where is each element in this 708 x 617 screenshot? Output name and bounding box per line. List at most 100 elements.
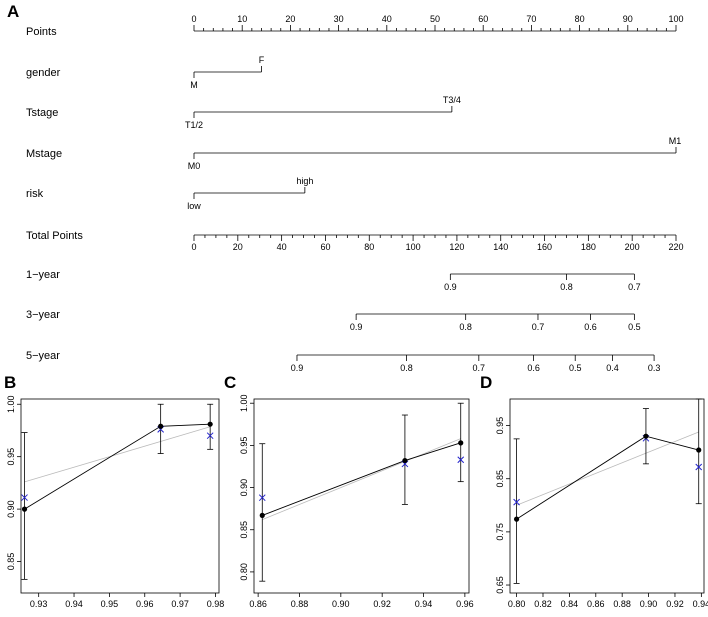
- y-tick-label: 0.75: [495, 523, 505, 541]
- x-tick-label: 0.98: [207, 599, 225, 609]
- tick-label: 20: [285, 14, 295, 24]
- tick-label: 0: [191, 14, 196, 24]
- corrected-point: [695, 463, 703, 471]
- corrected-point: [258, 494, 266, 502]
- probability-label: 0.6: [527, 363, 540, 373]
- row-label-3: Mstage: [26, 148, 62, 160]
- tick-label: 80: [575, 14, 585, 24]
- tick-label: 0: [191, 242, 196, 252]
- calibration-plot-c: 0.86 0.88 0.90 0.92 0.94 0.96 0.80 0.85 0.90 0.95…: [239, 394, 474, 609]
- row-label-5: Total Points: [26, 230, 83, 242]
- tick-label: 200: [625, 242, 640, 252]
- calibration-plot-d: 0.80 0.82 0.84 0.86 0.88 0.90 0.92 0.94 0.65 0.75…: [495, 398, 708, 609]
- observed-point: [207, 421, 213, 427]
- level-label: T1/2: [185, 120, 203, 130]
- tick-label: 30: [334, 14, 344, 24]
- tick-label: 60: [320, 242, 330, 252]
- row-label-1: gender: [26, 67, 61, 79]
- x-tick-label: 0.84: [561, 599, 579, 609]
- probability-label: 0.7: [532, 322, 545, 332]
- y-tick-label: 0.90: [6, 500, 16, 518]
- y-tick-label: 0.95: [239, 437, 249, 455]
- y-tick-label: 0.95: [495, 417, 505, 435]
- probability-label: 0.3: [648, 363, 661, 373]
- x-tick-label: 0.92: [666, 599, 684, 609]
- corrected-cross-stroke: [206, 432, 214, 440]
- panel-letter-c: C: [224, 373, 236, 392]
- x-tick-label: 0.92: [373, 599, 391, 609]
- level-label: F: [259, 55, 265, 65]
- corrected-cross-stroke: [457, 456, 465, 464]
- x-tick-label: 0.86: [587, 599, 605, 609]
- nomogram: Points 0 10 20 30 40 50 60 70 80 90 100 gender M F Tsta…: [26, 14, 684, 373]
- panel-letter-d: D: [480, 373, 492, 392]
- row-label-4: risk: [26, 188, 44, 200]
- y-tick-label: 0.90: [239, 479, 249, 497]
- plot-frame: [20, 398, 220, 594]
- tick-label: 70: [526, 14, 536, 24]
- probability-label: 0.5: [628, 322, 641, 332]
- x-tick-label: 0.97: [171, 599, 189, 609]
- ideal-line: [262, 438, 461, 520]
- probability-label: 0.8: [400, 363, 413, 373]
- observed-point: [259, 512, 265, 519]
- probability-label: 0.7: [473, 363, 486, 373]
- corrected-point: [457, 456, 465, 464]
- probability-label: 0.8: [459, 322, 472, 332]
- tick-label: 50: [430, 14, 440, 24]
- tick-label: 60: [478, 14, 488, 24]
- ideal-line: [516, 431, 699, 506]
- y-tick-label: 0.95: [6, 448, 16, 466]
- tick-label: 180: [581, 242, 596, 252]
- x-tick-label: 0.93: [30, 599, 48, 609]
- x-tick-label: 0.94: [65, 599, 83, 609]
- corrected-point: [21, 494, 28, 501]
- tick-label: 100: [406, 242, 421, 252]
- calibration-plot-b: 0.93 0.94 0.95 0.96 0.97 0.98 0.85 0.90 0.95 1.00: [6, 395, 224, 609]
- observed-point: [458, 440, 464, 446]
- y-tick-label: 0.85: [6, 553, 16, 571]
- row-label-0: Points: [26, 26, 57, 38]
- panel-letter-b: B: [4, 373, 16, 392]
- observed-line: [516, 435, 699, 520]
- probability-label: 0.7: [628, 282, 641, 292]
- level-label: M: [190, 80, 198, 90]
- ideal-line: [24, 426, 211, 483]
- y-tick-label: 0.80: [239, 563, 249, 581]
- corrected-point: [513, 498, 520, 506]
- tick-label: 80: [364, 242, 374, 252]
- tick-label: 140: [493, 242, 508, 252]
- observed-point: [643, 433, 649, 439]
- x-tick-label: 0.86: [249, 599, 267, 609]
- observed-point: [402, 457, 408, 464]
- x-tick-label: 0.80: [508, 599, 526, 609]
- probability-label: 0.5: [569, 363, 582, 373]
- row-label-6: 1−year: [26, 269, 60, 281]
- observed-point: [158, 423, 164, 429]
- x-tick-label: 0.94: [415, 599, 433, 609]
- y-tick-label: 1.00: [239, 394, 249, 412]
- level-label: high: [296, 176, 313, 186]
- observed-point: [21, 506, 28, 512]
- x-tick-label: 0.90: [640, 599, 658, 609]
- x-tick-label: 0.82: [534, 599, 552, 609]
- probability-label: 0.6: [584, 322, 597, 332]
- probability-label: 0.8: [560, 282, 573, 292]
- corrected-cross-stroke: [513, 498, 520, 506]
- corrected-cross-stroke: [258, 494, 266, 502]
- row-label-7: 3−year: [26, 309, 60, 321]
- tick-label: 40: [277, 242, 287, 252]
- tick-label: 20: [233, 242, 243, 252]
- tick-label: 220: [668, 242, 683, 252]
- x-tick-label: 0.90: [332, 599, 350, 609]
- corrected-point: [206, 432, 214, 440]
- x-tick-label: 0.88: [613, 599, 631, 609]
- y-tick-label: 0.85: [495, 470, 505, 488]
- y-tick-label: 1.00: [6, 395, 16, 413]
- x-tick-label: 0.94: [693, 599, 708, 609]
- observed-point: [696, 447, 702, 453]
- corrected-cross-stroke: [21, 494, 28, 501]
- row-label-8: 5−year: [26, 350, 60, 362]
- probability-label: 0.4: [606, 363, 619, 373]
